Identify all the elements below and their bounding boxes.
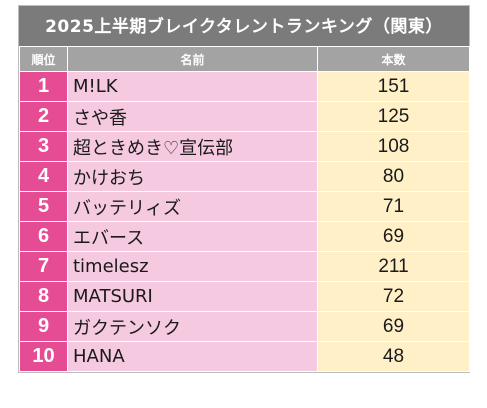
header-name: 名前 [67, 46, 318, 72]
table-row: 8 MATSURI 72 [19, 281, 470, 312]
rank-cell: 6 [19, 221, 68, 252]
ranking-table: 順位 名前 本数 1 M!LK 151 2 さや香 125 3 超ときめき♡宣伝… [19, 46, 470, 372]
table-row: 5 バッテリィズ 71 [19, 191, 470, 222]
header-row: 順位 名前 本数 [19, 46, 470, 72]
rank-cell: 2 [19, 101, 68, 132]
name-cell: M!LK [67, 71, 318, 102]
count-cell: 48 [317, 341, 470, 372]
name-cell: timelesz [67, 251, 318, 282]
count-cell: 72 [317, 281, 470, 312]
count-cell: 80 [317, 161, 470, 192]
rank-cell: 1 [19, 71, 68, 102]
rank-cell: 8 [19, 281, 68, 312]
table-row: 3 超ときめき♡宣伝部 108 [19, 131, 470, 162]
name-cell: HANA [67, 341, 318, 372]
rank-cell: 9 [19, 311, 68, 342]
count-cell: 125 [317, 101, 470, 132]
rank-cell: 3 [19, 131, 68, 162]
name-cell: バッテリィズ [67, 191, 318, 222]
count-cell: 69 [317, 311, 470, 342]
rank-cell: 5 [19, 191, 68, 222]
count-cell: 71 [317, 191, 470, 222]
rank-cell: 10 [19, 341, 68, 372]
table-row: 7 timelesz 211 [19, 251, 470, 282]
name-cell: さや香 [67, 101, 318, 132]
table-title: 2025上半期ブレイクタレントランキング（関東） [19, 6, 469, 46]
rank-cell: 7 [19, 251, 68, 282]
table-row: 4 かけおち 80 [19, 161, 470, 192]
name-cell: かけおち [67, 161, 318, 192]
name-cell: ガクテンソク [67, 311, 318, 342]
count-cell: 69 [317, 221, 470, 252]
name-cell: 超ときめき♡宣伝部 [67, 131, 318, 162]
table-row: 9 ガクテンソク 69 [19, 311, 470, 342]
name-cell: MATSURI [67, 281, 318, 312]
count-cell: 211 [317, 251, 470, 282]
ranking-table-container: 2025上半期ブレイクタレントランキング（関東） 順位 名前 本数 1 M!LK… [18, 5, 470, 373]
table-row: 10 HANA 48 [19, 341, 470, 372]
count-cell: 108 [317, 131, 470, 162]
header-rank: 順位 [19, 46, 68, 72]
table-row: 2 さや香 125 [19, 101, 470, 132]
count-cell: 151 [317, 71, 470, 102]
table-row: 1 M!LK 151 [19, 71, 470, 102]
table-row: 6 エバース 69 [19, 221, 470, 252]
name-cell: エバース [67, 221, 318, 252]
header-count: 本数 [317, 46, 470, 72]
rank-cell: 4 [19, 161, 68, 192]
